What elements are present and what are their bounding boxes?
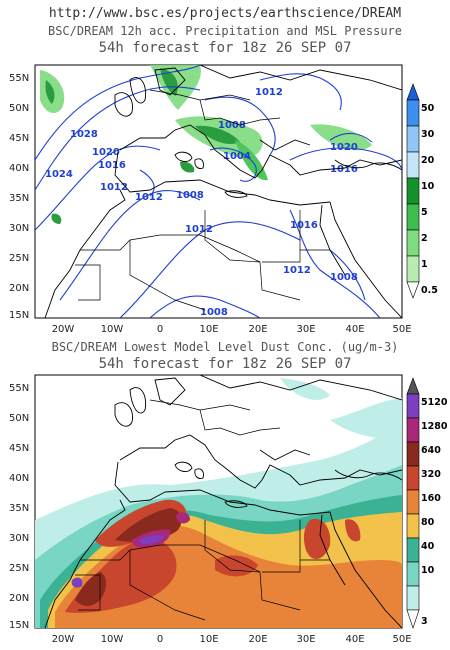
svg-text:1020: 1020: [92, 147, 120, 158]
svg-text:1008: 1008: [200, 307, 228, 318]
svg-text:0: 0: [157, 324, 163, 335]
isobar-labels: 1012 1008 1028 1020 1016 1004 1012 1012 …: [45, 87, 358, 318]
svg-text:45N: 45N: [9, 133, 29, 144]
svg-text:1012: 1012: [185, 224, 213, 235]
svg-text:35N: 35N: [9, 503, 29, 514]
precip-panel-title: BSC/DREAM 12h acc. Precipitation and MSL…: [47, 24, 402, 38]
svg-text:50E: 50E: [392, 634, 411, 645]
precip-cb-label: 50: [421, 103, 435, 114]
dust-borders: [75, 399, 330, 621]
svg-text:40E: 40E: [345, 634, 364, 645]
borders: [75, 89, 330, 311]
dust-cb-label: 80: [421, 517, 435, 528]
svg-text:1028: 1028: [70, 129, 98, 140]
svg-text:45N: 45N: [9, 443, 29, 454]
dust-cb-label: 320: [421, 469, 441, 480]
source-url: http://www.bsc.es/projects/earthscience/…: [48, 6, 402, 21]
precip-areas: [40, 65, 372, 224]
svg-text:55N: 55N: [9, 383, 29, 394]
svg-text:1008: 1008: [330, 272, 358, 283]
svg-text:20N: 20N: [9, 593, 29, 604]
precip-colorbar: 50 30 20 10 5 2 1 0.5: [406, 83, 438, 299]
dust-lat-labels: 55N 50N 45N 40N 35N 30N 25N 20N 15N: [9, 383, 29, 631]
svg-text:10W: 10W: [101, 324, 124, 335]
precip-lat-labels: 55N 50N 45N 40N 35N 30N 25N 20N 15N: [9, 73, 29, 321]
svg-text:1004: 1004: [223, 151, 251, 162]
precip-cb-label: 1: [421, 259, 428, 270]
svg-text:20E: 20E: [248, 634, 267, 645]
svg-text:1020: 1020: [330, 142, 358, 153]
svg-text:1012: 1012: [255, 87, 283, 98]
svg-text:1016: 1016: [330, 164, 358, 175]
dust-panel-subtitle: 54h forecast for 18z 26 SEP 07: [98, 356, 352, 372]
dust-cb-label: 40: [421, 541, 435, 552]
precip-cb-label: 10: [421, 181, 435, 192]
svg-text:40N: 40N: [9, 473, 29, 484]
svg-text:20W: 20W: [52, 634, 75, 645]
precip-map: 1012 1008 1028 1020 1016 1004 1012 1012 …: [9, 64, 438, 335]
svg-text:1024: 1024: [45, 169, 73, 180]
svg-text:20E: 20E: [248, 324, 267, 335]
svg-text:1016: 1016: [98, 160, 126, 171]
svg-text:30E: 30E: [296, 324, 315, 335]
svg-text:50N: 50N: [9, 413, 29, 424]
precip-cb-label: 30: [421, 129, 435, 140]
dust-cb-label: 10: [421, 565, 435, 576]
svg-text:1012: 1012: [135, 192, 163, 203]
svg-text:1012: 1012: [283, 265, 311, 276]
svg-text:10W: 10W: [101, 634, 124, 645]
dust-panel-title: BSC/DREAM Lowest Model Level Dust Conc. …: [51, 340, 399, 354]
precip-cb-label: 20: [421, 155, 435, 166]
svg-text:55N: 55N: [9, 73, 29, 84]
dust-cb-label: 640: [421, 445, 441, 456]
svg-text:20N: 20N: [9, 283, 29, 294]
dust-map: 55N 50N 45N 40N 35N 30N 25N 20N 15N 20W …: [9, 374, 448, 645]
svg-text:0: 0: [157, 634, 163, 645]
dust-lon-labels: 20W 10W 0 10E 20E 30E 40E 50E: [52, 634, 412, 645]
dust-areas: [35, 378, 402, 628]
svg-text:40E: 40E: [345, 324, 364, 335]
dust-coastlines: [44, 375, 402, 628]
svg-text:1008: 1008: [218, 120, 246, 131]
svg-text:40N: 40N: [9, 163, 29, 174]
svg-text:15N: 15N: [9, 620, 29, 631]
svg-text:25N: 25N: [9, 563, 29, 574]
coastlines: [44, 65, 402, 318]
svg-text:1016: 1016: [290, 220, 318, 231]
svg-text:1012: 1012: [100, 182, 128, 193]
precip-panel-subtitle: 54h forecast for 18z 26 SEP 07: [98, 40, 352, 56]
svg-text:15N: 15N: [9, 310, 29, 321]
precip-lon-labels: 20W 10W 0 10E 20E 30E 40E 50E: [52, 324, 412, 335]
precip-cb-label: 5: [421, 207, 428, 218]
svg-text:20W: 20W: [52, 324, 75, 335]
svg-text:30N: 30N: [9, 533, 29, 544]
svg-text:1008: 1008: [176, 190, 204, 201]
svg-text:10E: 10E: [199, 324, 218, 335]
svg-text:50N: 50N: [9, 103, 29, 114]
dust-cb-label: 1280: [421, 421, 448, 432]
svg-text:50E: 50E: [392, 324, 411, 335]
precip-cb-label: 2: [421, 233, 428, 244]
svg-text:30E: 30E: [296, 634, 315, 645]
svg-text:30N: 30N: [9, 223, 29, 234]
dust-colorbar: 5120 1280 640 320 160 80 40 10 3: [406, 377, 448, 629]
precip-cb-label: 0.5: [421, 285, 438, 296]
svg-text:35N: 35N: [9, 193, 29, 204]
svg-text:10E: 10E: [199, 634, 218, 645]
dust-cb-label: 3: [421, 616, 428, 627]
dust-cb-label: 160: [421, 493, 441, 504]
dust-cb-label: 5120: [421, 397, 448, 408]
svg-text:25N: 25N: [9, 253, 29, 264]
